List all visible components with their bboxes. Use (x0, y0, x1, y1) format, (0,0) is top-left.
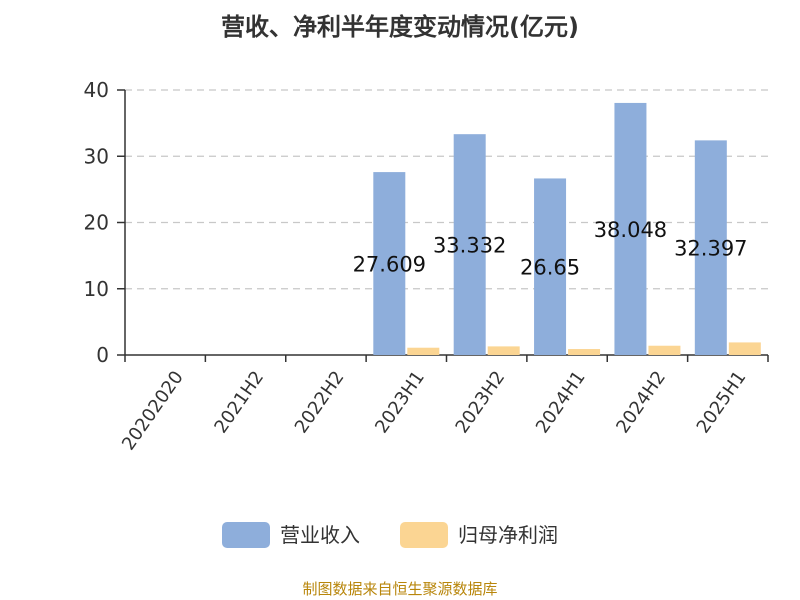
bar-revenue[interactable] (614, 102, 647, 355)
y-tick-labels: 0 10 20 30 40 (84, 78, 109, 367)
x-tick-label: 2023H1 (371, 367, 429, 437)
legend-swatch-revenue[interactable] (222, 522, 270, 548)
data-label-revenue: 38.048 (594, 218, 667, 242)
data-label-revenue: 26.65 (520, 256, 580, 280)
y-tick-label: 0 (96, 343, 109, 367)
data-label-revenue: 32.397 (674, 237, 747, 261)
bar-net-profit[interactable] (648, 345, 681, 355)
bar-revenue[interactable] (373, 172, 406, 355)
bar-net-profit[interactable] (487, 346, 520, 355)
y-tick-label: 30 (84, 144, 109, 168)
legend-swatch-net-profit[interactable] (400, 522, 448, 548)
bar-net-profit[interactable] (728, 342, 761, 355)
x-tick-label: 2024H2 (612, 367, 670, 437)
bar-net-profit[interactable] (568, 349, 601, 355)
bar-revenue[interactable] (453, 134, 486, 355)
x-tick-label: 2022H2 (291, 367, 349, 437)
axes (117, 89, 769, 362)
y-tick-label: 20 (84, 211, 109, 235)
data-label-revenue: 33.332 (433, 234, 506, 258)
x-tick-label: 2021H2 (210, 367, 268, 437)
y-tick-label: 10 (84, 277, 109, 301)
source-note: 制图数据来自恒生聚源数据库 (302, 580, 497, 598)
bar-revenue[interactable] (694, 140, 727, 355)
data-labels: 27.609 33.332 26.65 38.048 32.397 (353, 218, 748, 280)
x-tick-labels: 20202020 2021H2 2022H2 2023H1 2023H2 2024H1 20… (118, 367, 750, 454)
x-tick-label: 2023H2 (451, 367, 509, 437)
bar-revenue[interactable] (534, 178, 567, 355)
bars (373, 102, 761, 355)
grid-lines (125, 89, 768, 290)
x-tick-label: 20202020 (118, 367, 188, 454)
bar-net-profit[interactable] (407, 347, 440, 355)
x-tick-label: 2024H1 (532, 367, 590, 437)
legend: 营业收入 归母净利润 (222, 522, 558, 548)
data-label-revenue: 27.609 (353, 253, 426, 277)
chart-title: 营收、净利半年度变动情况(亿元) (221, 13, 579, 41)
x-tick-label: 2025H1 (693, 367, 751, 437)
legend-label-revenue[interactable]: 营业收入 (280, 523, 360, 547)
legend-label-net-profit[interactable]: 归母净利润 (458, 523, 558, 547)
y-tick-label: 40 (84, 78, 109, 102)
